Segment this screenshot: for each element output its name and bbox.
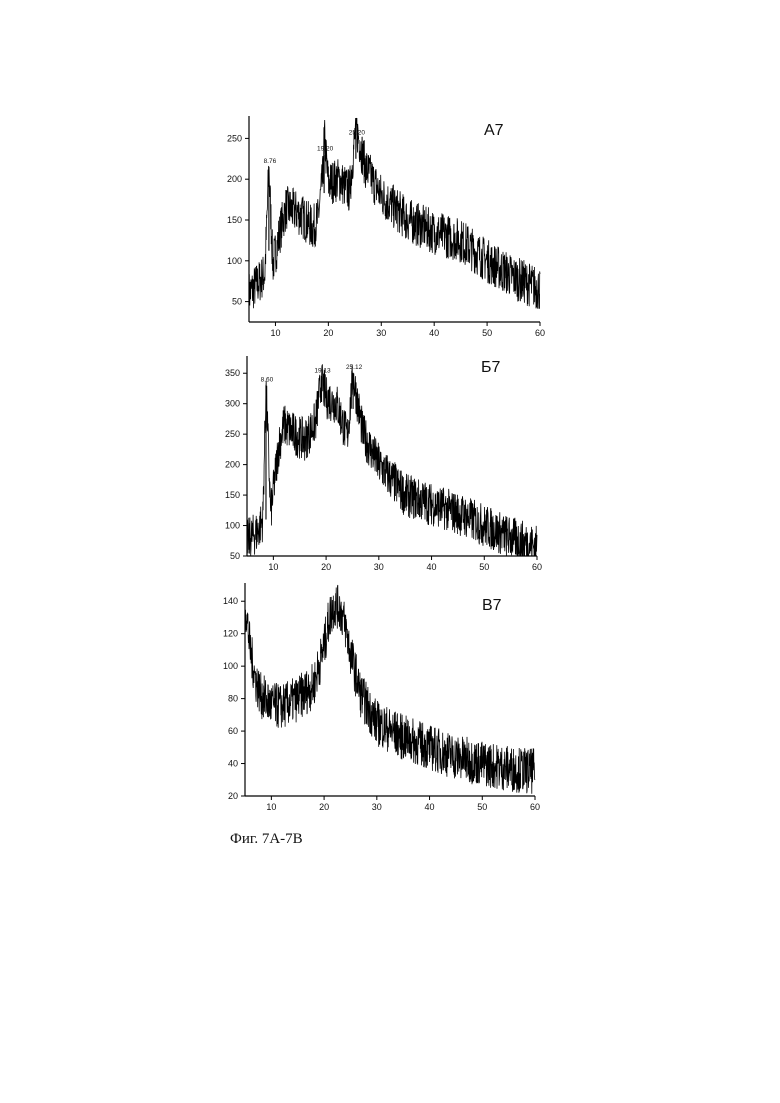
xrd-panel-3: 10 20 30 40 50 60 20 40 60 80 100 120 140 В7 xyxy=(223,583,540,812)
y-tick-label: 100 xyxy=(225,521,240,531)
xrd-panel-2: 10 20 30 40 50 60 50 100 150 200 250 300 350 8.60 19.1… xyxy=(225,356,542,572)
y-tick-label: 100 xyxy=(227,256,242,266)
x-tick-label: 50 xyxy=(477,802,487,812)
peak-label: 25.20 xyxy=(349,129,366,136)
y-tick-label: 80 xyxy=(228,694,238,704)
x-tick-label: 50 xyxy=(479,562,489,572)
x-tick-label: 30 xyxy=(372,802,382,812)
peak-label: 19.13 xyxy=(314,367,331,374)
x-tick-label: 60 xyxy=(532,562,542,572)
y-tick-label: 60 xyxy=(228,726,238,736)
y-tick-label: 100 xyxy=(223,661,238,671)
y-tick-label: 200 xyxy=(225,460,240,470)
peak-label: 8.76 xyxy=(264,158,277,165)
xrd-trace xyxy=(247,364,537,556)
x-tick-label: 20 xyxy=(323,328,333,338)
y-tick-label: 250 xyxy=(227,133,242,143)
x-tick-label: 40 xyxy=(427,562,437,572)
x-tick-label: 50 xyxy=(482,328,492,338)
x-tick-label: 20 xyxy=(319,802,329,812)
panel-label: Б7 xyxy=(481,359,501,376)
x-tick-label: 30 xyxy=(374,562,384,572)
x-tick-label: 20 xyxy=(321,562,331,572)
x-tick-label: 10 xyxy=(268,562,278,572)
y-tick-label: 250 xyxy=(225,429,240,439)
y-tick-label: 40 xyxy=(228,759,238,769)
y-tick-label: 300 xyxy=(225,399,240,409)
figure-caption: Фиг. 7А-7В xyxy=(230,831,303,848)
x-tick-label: 40 xyxy=(425,802,435,812)
y-tick-label: 200 xyxy=(227,174,242,184)
panel-label: В7 xyxy=(482,597,502,614)
x-tick-label: 10 xyxy=(270,328,280,338)
y-tick-label: 150 xyxy=(225,490,240,500)
y-tick-label: 50 xyxy=(230,551,240,561)
peak-label: 19.20 xyxy=(317,146,334,153)
x-tick-label: 30 xyxy=(376,328,386,338)
x-tick-label: 10 xyxy=(266,802,276,812)
y-tick-label: 140 xyxy=(223,596,238,606)
panel-label: А7 xyxy=(484,122,504,139)
peak-label: 25.12 xyxy=(346,364,363,371)
xrd-trace xyxy=(245,585,535,794)
y-tick-label: 150 xyxy=(227,215,242,225)
y-tick-label: 120 xyxy=(223,629,238,639)
y-tick-label: 350 xyxy=(225,368,240,378)
y-tick-label: 20 xyxy=(228,791,238,801)
xrd-trace xyxy=(249,118,540,316)
x-tick-label: 40 xyxy=(429,328,439,338)
peak-label: 8.60 xyxy=(261,376,274,383)
x-tick-label: 60 xyxy=(535,328,545,338)
xrd-panel-1: 10 20 30 40 50 60 50 100 150 200 250 8.76 19.20 25.20… xyxy=(227,116,545,338)
y-tick-label: 50 xyxy=(232,297,242,307)
x-tick-label: 60 xyxy=(530,802,540,812)
